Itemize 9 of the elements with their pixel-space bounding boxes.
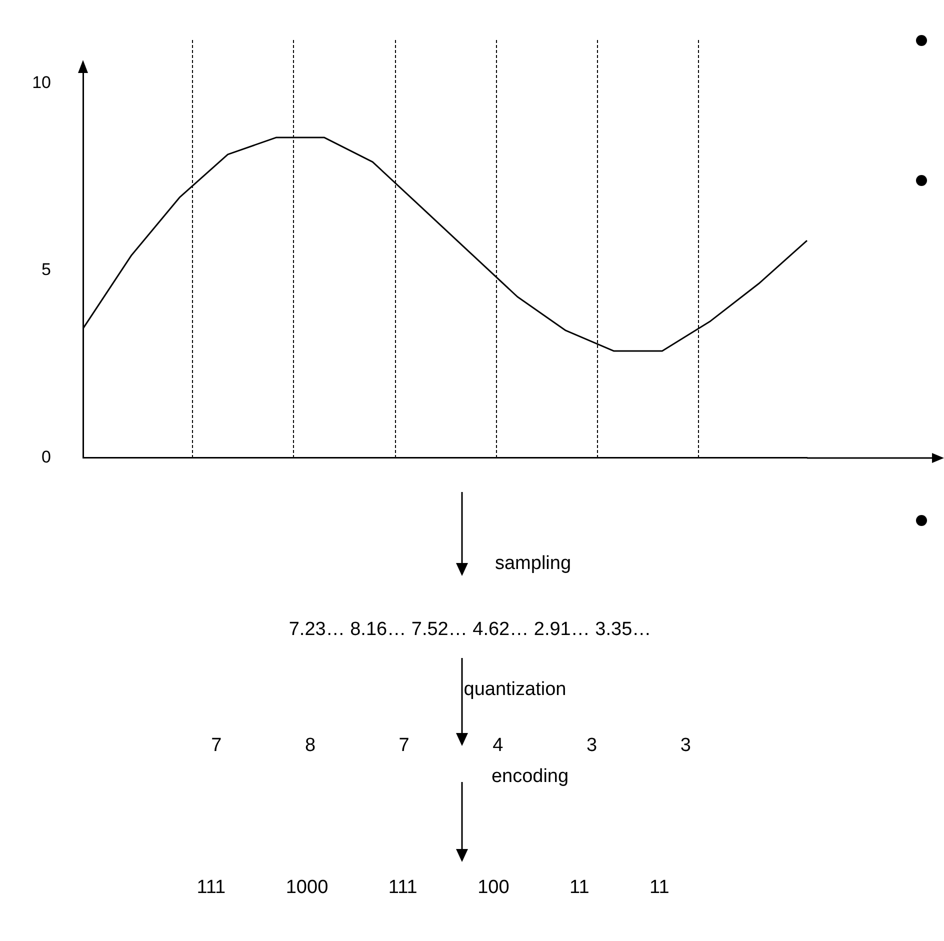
text: encoding [491, 766, 569, 788]
text: 7 8 7 4 3 3 [211, 735, 691, 757]
y-tick-label: 5 [42, 260, 51, 280]
y-tick-label: 0 [42, 447, 51, 466]
y-tick-label: 10 [32, 72, 51, 92]
text: sampling [494, 553, 572, 575]
text: 111 1000 111 100 11 11 [196, 877, 670, 899]
text: quantization [464, 679, 566, 701]
text: 7.23… 8.16… 7.52… 4.62… 2.91… 3.35… [288, 619, 652, 641]
